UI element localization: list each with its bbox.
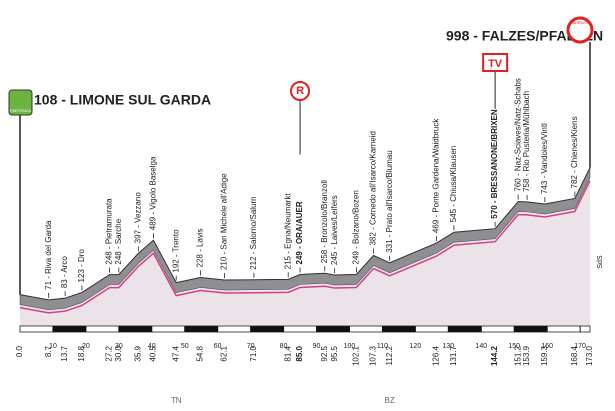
profile-stripe	[19, 180, 591, 314]
profile-line	[19, 167, 591, 301]
scale-segment	[448, 326, 482, 332]
km-label: 173.0	[585, 345, 594, 366]
waypoint-label: 382 - Cornedo all'Isarco/Karneid	[369, 131, 378, 245]
scale-tick-label: 140	[475, 343, 487, 350]
waypoint-label: 258 - Bronzolo/Branzoll	[320, 180, 329, 263]
waypoint-label: 397 - Vezzano	[133, 192, 142, 244]
km-label: 81.4	[283, 345, 292, 361]
scale-tick-label: 20	[82, 343, 90, 350]
scale-segment	[52, 326, 86, 332]
scale-tick-label: 120	[410, 343, 422, 350]
waypoint-label: 331 - Prato all'Isarco/Blumau	[385, 150, 394, 252]
scale-segment	[250, 326, 284, 332]
km-label: 112.2	[385, 345, 394, 365]
km-label: 18.8	[77, 345, 86, 361]
marker-shape	[290, 81, 311, 101]
region-label: BZ	[385, 396, 395, 405]
waypoint-label: 249 - ORA/AUER	[295, 201, 304, 264]
km-label: 107.3	[369, 345, 378, 366]
scale-bar	[19, 325, 591, 333]
km-label: 71.0	[249, 345, 258, 361]
scale-segment	[382, 326, 416, 332]
scale-tick-label: 70	[247, 343, 255, 350]
km-label: 131.7	[449, 345, 458, 366]
waypoint-label: 192 - Trento	[171, 229, 180, 273]
scale-tick-label: 10	[49, 343, 57, 350]
waypoint-label: 228 - Lavis	[196, 228, 205, 267]
km-label: 35.9	[133, 345, 142, 361]
km-label: 95.5	[330, 345, 339, 361]
waypoint-label: 123 - Dro	[77, 249, 86, 283]
scale-segment	[118, 326, 152, 332]
waypoint-label: 249 - Bolzano/Bozen	[352, 190, 361, 264]
scale-tick-label: 40	[148, 343, 156, 350]
waypoint-label: 248 - Pietramurata	[105, 198, 114, 265]
km-label: 153.9	[522, 345, 531, 366]
scale-segment	[184, 326, 218, 332]
region-label: TN	[171, 396, 182, 405]
waypoint-label: 545 - Chiusa/Klausen	[449, 146, 458, 223]
km-label: 8.7	[44, 345, 53, 357]
waypoint-label: 83 - Arco	[60, 256, 69, 289]
km-label: 47.4	[171, 345, 180, 361]
marker-shape	[482, 53, 509, 72]
scale-tick-label: 90	[313, 343, 321, 350]
waypoint-label: 570 - BRESSANONE/BRIXEN	[490, 109, 499, 219]
km-label: 159.3	[540, 345, 549, 366]
profile-area	[20, 167, 590, 326]
waypoint-label: 760 - Naz-Sciaves/Natz-Schabs	[513, 78, 522, 191]
marker-label: R	[296, 85, 304, 97]
finish-badge: ARRIVO	[572, 20, 587, 25]
km-label: 13.7	[60, 345, 69, 361]
waypoint-label: 212 - Salorno/Salurn	[249, 196, 258, 269]
waypoint-label: 248 - Sarche	[114, 218, 123, 264]
scale-segment	[316, 326, 350, 332]
finish-badge-box	[566, 16, 594, 44]
scale-tick-label: 150	[508, 343, 520, 350]
km-label: 144.2	[490, 345, 499, 366]
scale-tick-label: 160	[541, 343, 553, 350]
marker-label: TV	[488, 58, 503, 70]
waypoint-label: 245 - Laives/Leifers	[330, 195, 339, 265]
scale-tick-label: 30	[115, 343, 123, 350]
waypoint-label: 215 - Egna/Neumarkt	[283, 193, 292, 270]
scale-tick-label: 100	[344, 343, 356, 350]
waypoint-label: 758 - Rio Pusteria/Mühlbach	[522, 91, 531, 192]
km-label: 168.4	[570, 345, 579, 366]
waypoint-label: 71 - Riva del Garda	[44, 220, 53, 290]
km-label: 102.1	[352, 345, 361, 366]
scale-tick-label: 50	[181, 343, 189, 350]
waypoint-label: 743 - Vandoies/Vintl	[540, 123, 549, 194]
km-label: 27.2	[105, 345, 114, 361]
km-label: 62.1	[220, 345, 229, 361]
waypoint-label: 210 - San Michele all'Adige	[220, 173, 229, 270]
start-label: 108 - LIMONE SUL GARDA	[34, 92, 211, 108]
waypoint-label: 782 - Chienes/Kiens	[570, 116, 579, 188]
scale-tick-label: 110	[377, 343, 388, 350]
start-badge: PARTENZA	[10, 108, 31, 113]
scale-tick-label: 60	[214, 343, 222, 350]
sign-label: SdS	[597, 255, 604, 269]
scale-segment	[514, 326, 548, 332]
km-label: 92.5	[320, 345, 329, 361]
km-label: 85.0	[295, 345, 304, 361]
km-label: 151.2	[513, 345, 522, 366]
km-label: 126.4	[432, 345, 441, 366]
km-label: 40.5	[149, 345, 158, 361]
km-label: 0.0	[15, 345, 24, 357]
scale-tick-label: 170	[574, 343, 586, 350]
finish-label: 998 - FALZES/PFALZEN	[446, 28, 603, 44]
scale-tick-label: 130	[442, 343, 454, 350]
km-label: 30.0	[114, 345, 123, 361]
km-label: 54.8	[196, 345, 205, 361]
scale-tick-label: 80	[280, 343, 288, 350]
waypoint-label: 489 - Vigolo Baselga	[149, 156, 158, 230]
waypoint-label: 469 - Ponte Gardena/Waidbruck	[432, 118, 441, 233]
